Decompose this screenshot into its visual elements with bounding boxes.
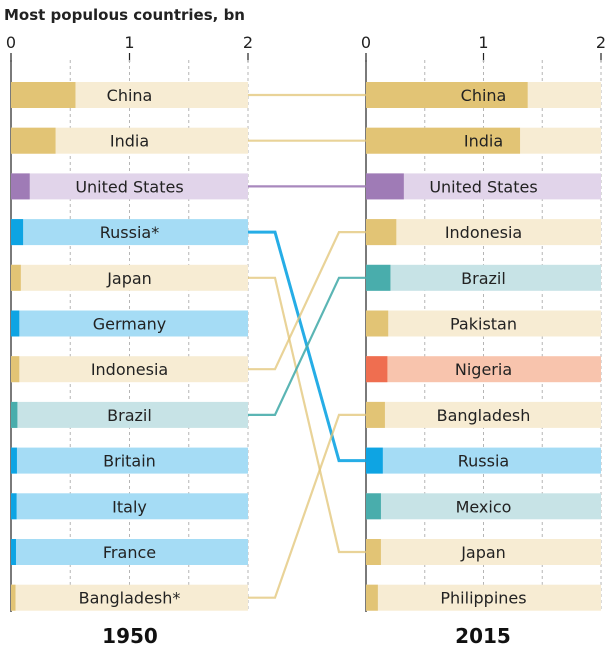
bar-2015-russia <box>366 447 383 474</box>
bar-track-2015-mexico <box>366 493 601 520</box>
connector-bangladesh <box>248 413 366 599</box>
tick-label-2015-2: 2 <box>596 33 606 52</box>
bar-label-1950-india: India <box>110 132 149 151</box>
bar-1950-germany <box>11 310 20 337</box>
bar-label-1950-united-states: United States <box>75 177 183 196</box>
bar-track-1950-indonesia <box>11 356 248 383</box>
bar-1950-india <box>11 127 56 154</box>
year-label-2015: 2015 <box>455 624 511 648</box>
bar-label-2015-pakistan: Pakistan <box>450 315 517 334</box>
bar-2015-japan <box>366 539 381 565</box>
bar-label-2015-united-states: United States <box>429 177 537 196</box>
chart-title: Most populous countries, bn <box>4 6 245 24</box>
bar-track-2015-united-states <box>366 173 601 200</box>
connector-indonesia <box>248 231 366 371</box>
bar-track-1950-brazil <box>11 401 248 428</box>
panel-1950: 0 1 2 China India United States Russia* Japan Ge… <box>6 33 253 612</box>
bar-label-2015-mexico: Mexico <box>456 497 512 516</box>
bar-2015-india <box>366 127 521 154</box>
bar-track-1950-germany <box>11 310 248 337</box>
bar-track-1950-united-states <box>11 173 248 200</box>
bar-2015-pakistan <box>366 310 389 337</box>
bar-2015-nigeria <box>366 356 388 383</box>
bar-label-2015-brazil: Brazil <box>461 269 506 288</box>
bar-1950-italy <box>11 493 17 520</box>
bar-label-1950-bangladesh: Bangladesh* <box>79 589 181 608</box>
bar-track-1950-bangladesh <box>11 584 248 611</box>
bar-track-2015-brazil <box>366 264 601 291</box>
bar-track-2015-japan <box>366 539 601 565</box>
bar-label-2015-philippines: Philippines <box>440 589 526 608</box>
bar-2015-china <box>366 82 528 108</box>
bar-label-2015-russia: Russia <box>458 452 509 471</box>
bar-1950-russia <box>11 219 24 246</box>
tick-label-1950-1: 1 <box>124 33 134 52</box>
bar-1950-brazil <box>11 401 18 428</box>
bar-label-2015-indonesia: Indonesia <box>445 223 522 242</box>
tick-label-2015-1: 1 <box>478 33 488 52</box>
bar-2015-united-states <box>366 173 404 200</box>
bar-track-2015-philippines <box>366 584 601 611</box>
bar-track-2015-russia <box>366 447 601 474</box>
bar-1950-britain <box>11 447 17 474</box>
tick-label-2015-0: 0 <box>361 33 371 52</box>
bar-2015-indonesia <box>366 219 397 246</box>
bar-1950-france <box>11 539 16 565</box>
bar-2015-brazil <box>366 264 391 291</box>
bar-track-1950-britain <box>11 447 248 474</box>
bar-label-1950-brazil: Brazil <box>107 406 152 425</box>
bar-1950-bangladesh <box>11 584 16 611</box>
bar-label-1950-italy: Italy <box>112 497 147 516</box>
bar-label-2015-india: India <box>464 132 503 151</box>
bar-track-1950-italy <box>11 493 248 520</box>
bar-1950-japan <box>11 264 21 291</box>
bar-label-1950-indonesia: Indonesia <box>91 360 168 379</box>
bar-label-1950-russia: Russia* <box>100 223 159 242</box>
bar-label-1950-france: France <box>103 543 156 562</box>
bar-1950-united-states <box>11 173 30 200</box>
connector-brazil <box>248 276 366 416</box>
bar-1950-indonesia <box>11 356 20 383</box>
panel-2015: 0 1 2 China India United States Indonesia Brazi… <box>361 33 606 612</box>
rank-connectors <box>248 93 366 599</box>
tick-label-1950-2: 2 <box>243 33 253 52</box>
bar-label-1950-britain: Britain <box>103 452 156 471</box>
bar-track-1950-russia <box>11 219 248 246</box>
bar-1950-china <box>11 82 76 108</box>
bar-track-2015-pakistan <box>366 310 601 337</box>
bar-2015-bangladesh <box>366 401 385 428</box>
bar-label-2015-nigeria: Nigeria <box>455 360 512 379</box>
bar-2015-mexico <box>366 493 381 520</box>
bar-label-2015-china: China <box>461 86 507 105</box>
bar-track-1950-france <box>11 539 248 565</box>
year-label-1950: 1950 <box>102 624 158 648</box>
bar-label-1950-germany: Germany <box>93 315 167 334</box>
bar-track-2015-nigeria <box>366 356 601 383</box>
bar-label-2015-bangladesh: Bangladesh <box>437 406 531 425</box>
bar-label-2015-japan: Japan <box>460 543 506 562</box>
bar-track-1950-japan <box>11 264 248 291</box>
bar-label-1950-japan: Japan <box>106 269 152 288</box>
tick-label-1950-0: 0 <box>6 33 16 52</box>
connector-japan <box>248 276 366 554</box>
bar-2015-philippines <box>366 584 378 611</box>
bar-track-2015-indonesia <box>366 219 601 246</box>
bar-label-1950-china: China <box>107 86 153 105</box>
bar-track-2015-bangladesh <box>366 401 601 428</box>
